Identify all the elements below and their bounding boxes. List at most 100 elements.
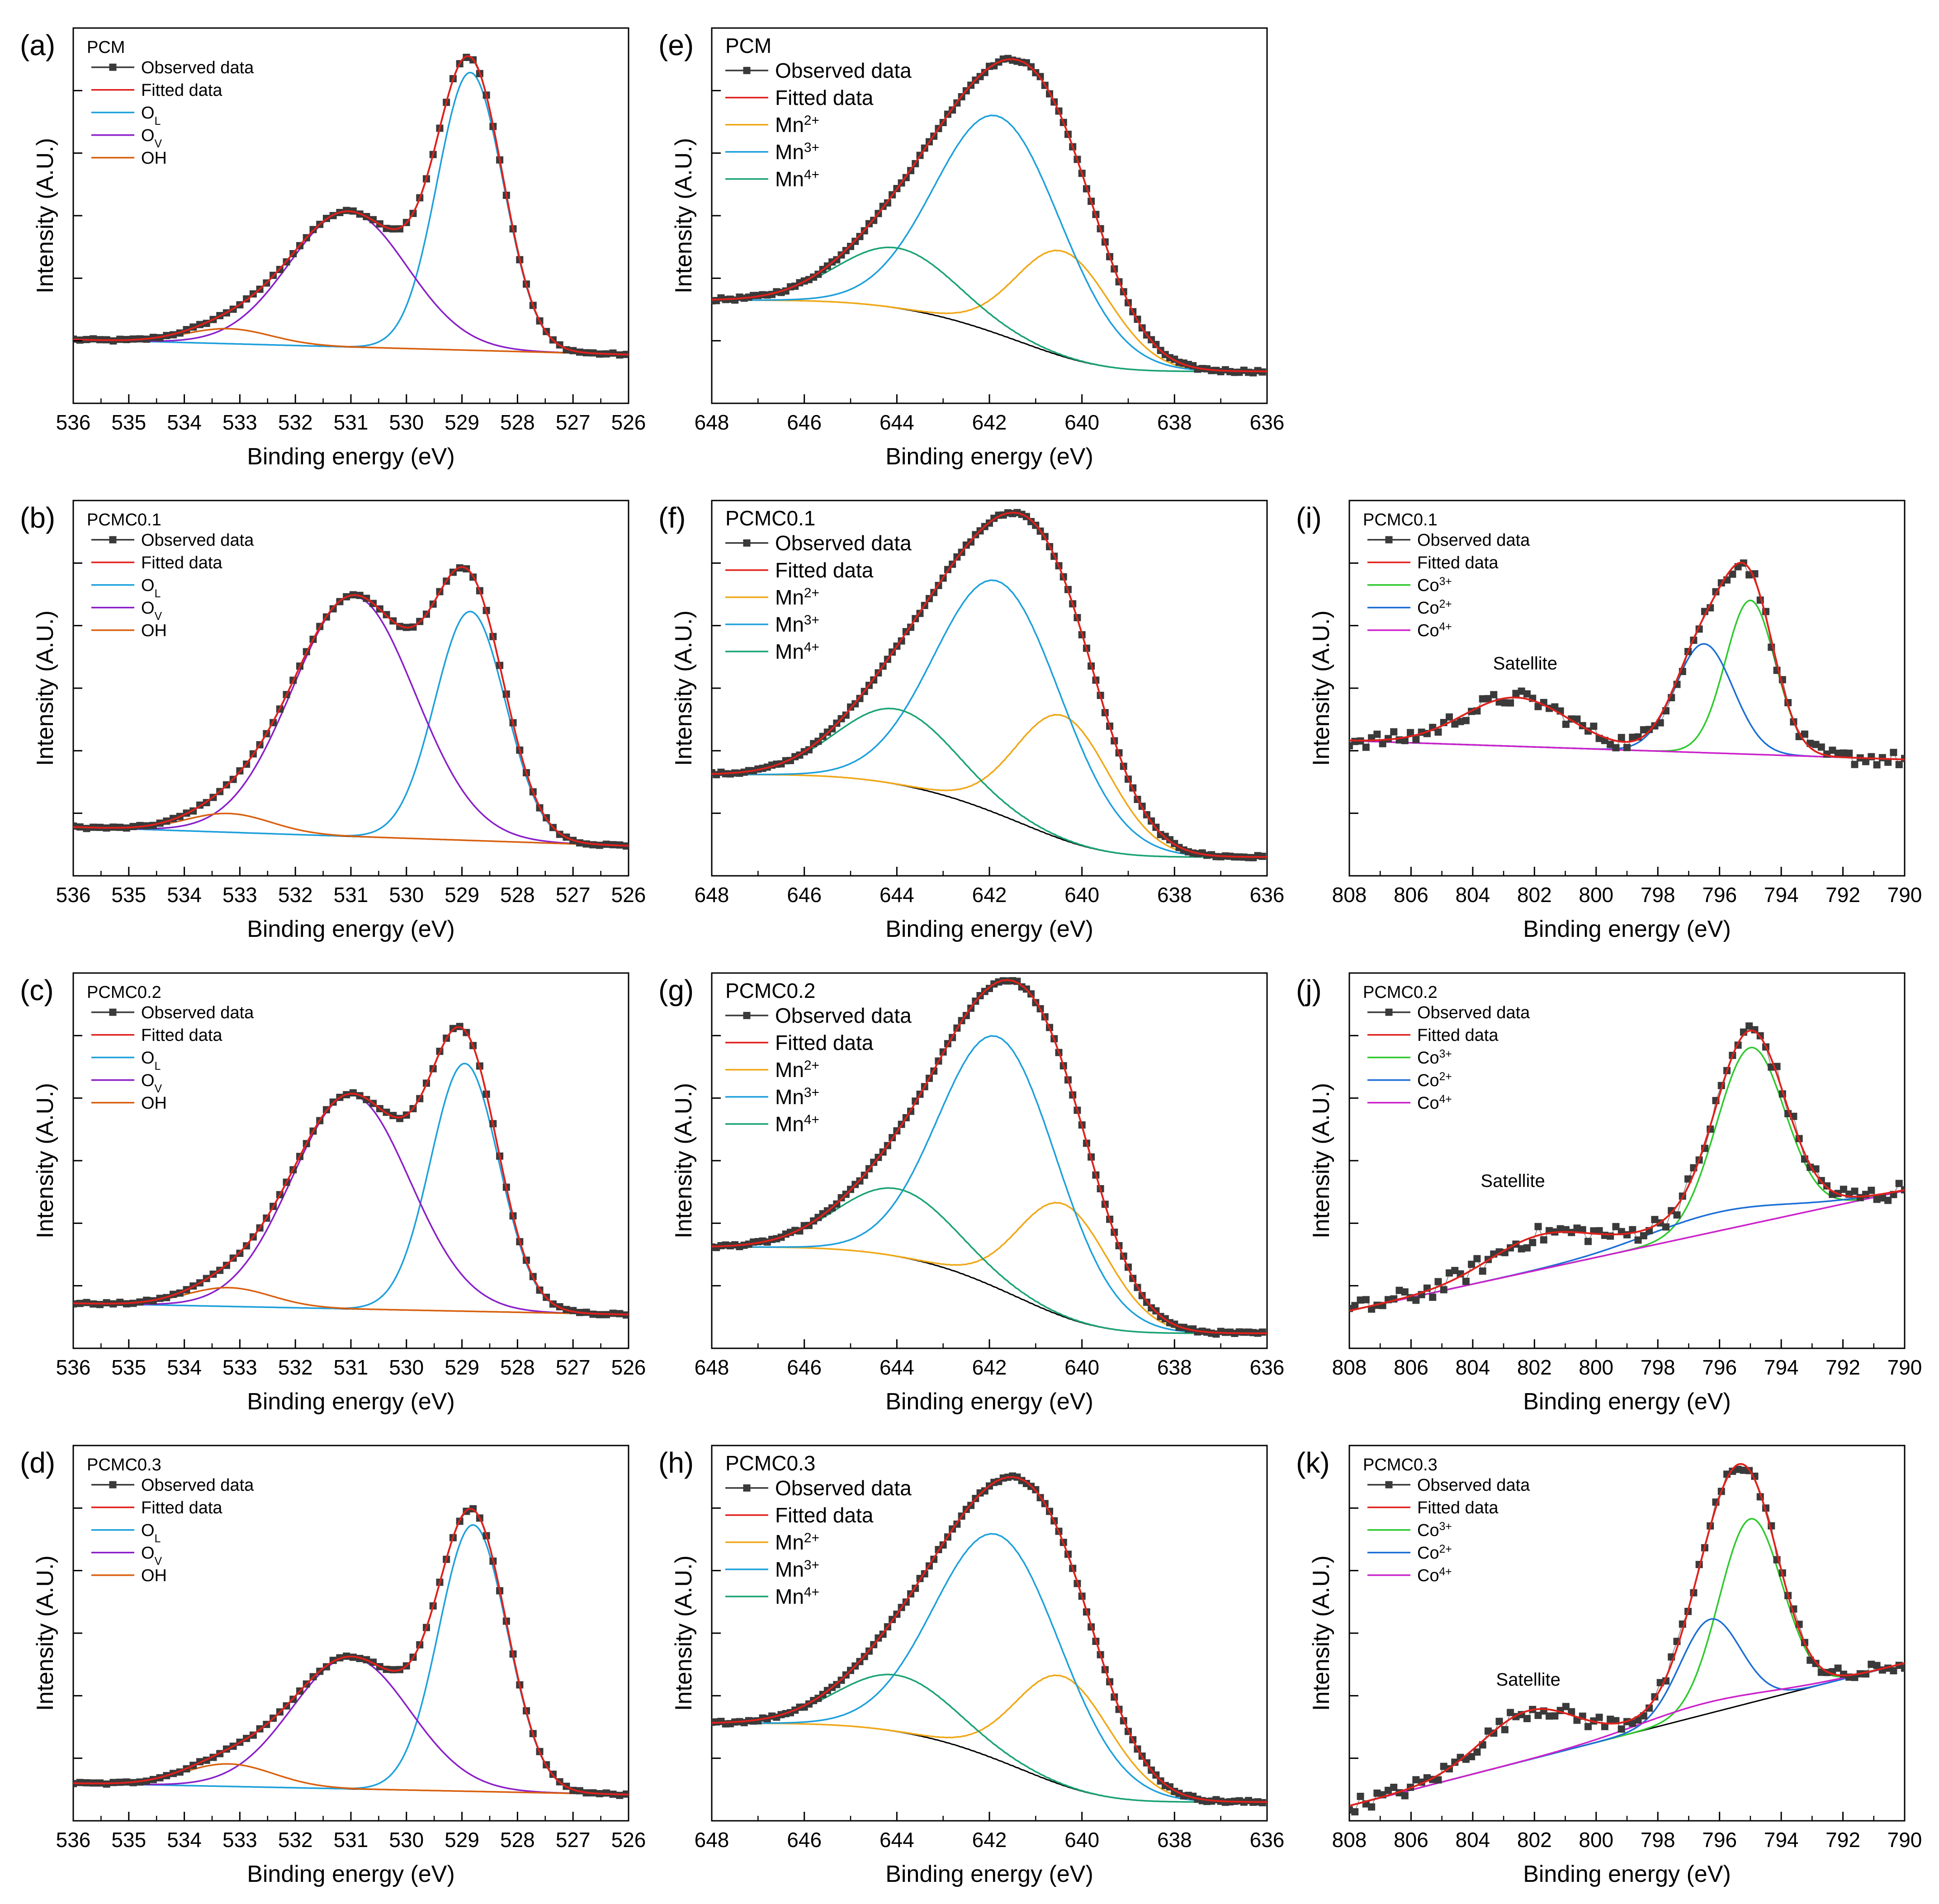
panel-label: (b) — [20, 501, 55, 534]
observed-point — [1529, 1239, 1537, 1247]
legend-label-observed-data: Observed data — [775, 531, 912, 555]
observed-point — [1534, 1711, 1542, 1719]
observed-point — [1729, 570, 1736, 578]
x-tick-label: 531 — [334, 883, 369, 907]
observed-point — [1851, 761, 1859, 768]
panel-h: 648 646 644 642 640 638 636 Binding energy (eV)… — [658, 1445, 1284, 1887]
observed-point — [1479, 1267, 1486, 1275]
x-tick-label: 640 — [1064, 411, 1099, 434]
observed-point — [1579, 1226, 1586, 1233]
x-tick-label: 636 — [1250, 1356, 1285, 1379]
y-axis-title: Intensity (A.U.) — [1308, 1083, 1334, 1238]
observed-point — [1901, 1664, 1905, 1672]
observed-point — [1351, 1302, 1359, 1309]
sample-label: PCM — [87, 38, 125, 57]
component-mn3plus — [712, 1533, 1267, 1803]
satellite-annotation: Satellite — [1493, 654, 1557, 674]
y-axis-title: Intensity (A.U.) — [32, 610, 58, 766]
plot-area — [1349, 559, 1905, 769]
x-tick-label: 802 — [1517, 883, 1552, 907]
x-tick-label: 640 — [1064, 1356, 1099, 1379]
x-tick-label: 800 — [1579, 883, 1613, 907]
legend-label-mn2plus: Mn2+ — [775, 1531, 819, 1554]
x-tick-label: 796 — [1702, 1356, 1737, 1379]
legend-label-fitted-data: Fitted data — [1417, 1026, 1499, 1045]
component-mn2plus — [712, 714, 1267, 858]
fitted-line — [73, 1508, 629, 1795]
observed-point — [1362, 1296, 1370, 1304]
x-tick-label: 794 — [1764, 1828, 1799, 1852]
observed-point — [1673, 1211, 1681, 1219]
x-tick-label: 790 — [1887, 883, 1922, 907]
y-axis-title: Intensity (A.U.) — [671, 1555, 697, 1711]
observed-point — [1556, 1225, 1564, 1233]
observed-point — [1473, 1748, 1481, 1756]
observed-point — [1349, 1806, 1353, 1814]
background-line — [712, 1722, 1267, 1803]
observed-point — [1617, 1725, 1625, 1733]
legend-label-oh: OH — [141, 1566, 167, 1585]
plot-area — [73, 53, 629, 359]
panel-a: 536 535 534 533 532 531 530 529 528 527 526 Binding… — [20, 27, 646, 470]
y-axis-title: Intensity (A.U.) — [1308, 610, 1334, 766]
panel-label: (h) — [658, 1446, 694, 1479]
plot-area — [712, 55, 1267, 377]
component-co4plus — [1349, 1662, 1905, 1807]
plot-area — [712, 509, 1267, 861]
x-tick-label: 532 — [278, 883, 313, 907]
legend-label-observed-data: Observed data — [1417, 1003, 1530, 1022]
observed-point — [1840, 749, 1847, 757]
x-tick-label: 804 — [1456, 1828, 1490, 1852]
observed-point — [1651, 1216, 1659, 1224]
observed-point — [1646, 726, 1653, 733]
legend-marker — [743, 66, 751, 74]
x-tick-label: 527 — [556, 883, 591, 907]
plot-area — [73, 1505, 629, 1799]
panel-b: 536 535 534 533 532 531 530 529 528 527 526 Binding… — [20, 500, 646, 942]
observed-point — [1884, 1196, 1892, 1204]
plot-frame — [711, 27, 1268, 404]
panel-e: 648 646 644 642 640 638 636 Binding energy (eV)… — [658, 27, 1284, 470]
x-tick-label: 532 — [278, 1828, 313, 1852]
observed-point — [1890, 749, 1897, 756]
plot-area — [712, 1472, 1267, 1806]
observed-point — [1412, 1296, 1420, 1304]
legend-label-oh: OH — [141, 621, 167, 640]
x-tick-label: 648 — [695, 411, 729, 434]
legend-marker — [109, 63, 117, 71]
observed-point — [1523, 1244, 1531, 1252]
observed-point — [1662, 1223, 1669, 1231]
observed-point — [1357, 1296, 1364, 1304]
legend-label-fitted-data: Fitted data — [141, 553, 222, 572]
legend-label-co4plus: Co4+ — [1417, 621, 1452, 641]
component-mn4plus — [712, 708, 1267, 858]
observed-point — [1429, 1294, 1437, 1301]
x-tick-label: 527 — [556, 411, 591, 434]
panel-label: (i) — [1296, 501, 1322, 534]
legend-label-o-l: OL — [141, 1521, 161, 1545]
observed-point — [116, 1299, 124, 1306]
legend-label-observed-data: Observed data — [141, 1476, 254, 1495]
x-tick-label: 533 — [222, 411, 257, 434]
observed-point — [1834, 1664, 1842, 1672]
observed-point — [1258, 1328, 1266, 1336]
legend-marker — [743, 1484, 751, 1492]
observed-point — [616, 1791, 624, 1799]
x-tick-label: 792 — [1825, 1828, 1860, 1852]
plot-frame — [711, 972, 1268, 1349]
component-co4plus — [1349, 1190, 1905, 1312]
observed-point — [1451, 1758, 1459, 1766]
x-tick-label: 798 — [1641, 1356, 1675, 1379]
legend-label-o-l: OL — [141, 1049, 161, 1072]
observed-line — [73, 567, 627, 846]
observed-point — [1501, 1726, 1509, 1734]
observed-point — [1801, 730, 1808, 738]
legend-label-co3plus: Co3+ — [1417, 576, 1452, 595]
satellite-annotation: Satellite — [1480, 1171, 1545, 1191]
x-tick-label: 808 — [1332, 1828, 1367, 1852]
observed-point — [1584, 1238, 1592, 1245]
x-tick-label: 532 — [278, 1356, 313, 1379]
observed-point — [1395, 1286, 1403, 1294]
x-tick-label: 526 — [611, 883, 646, 907]
